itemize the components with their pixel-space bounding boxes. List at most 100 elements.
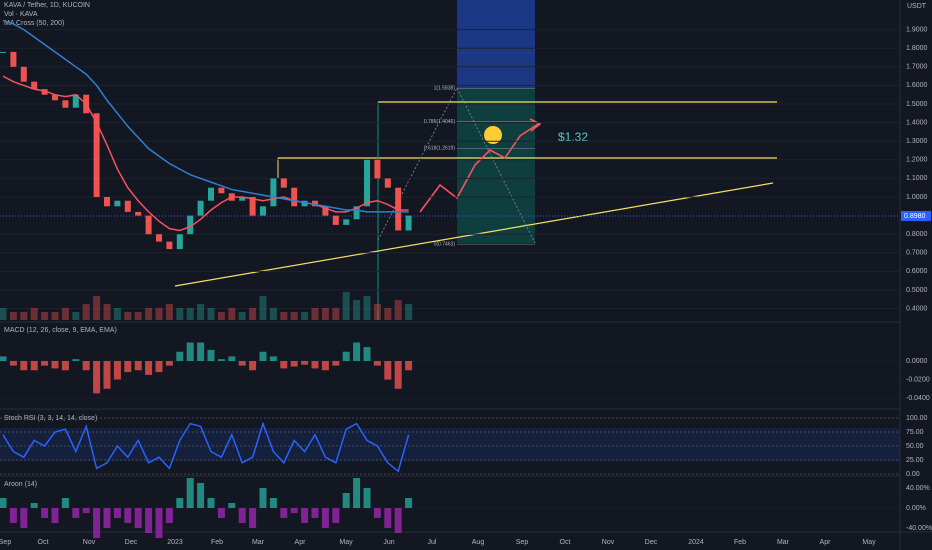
macd-bar bbox=[124, 361, 132, 373]
volume-bar bbox=[373, 304, 381, 320]
ma50-line bbox=[2, 75, 409, 232]
time-tick-label: Aug bbox=[472, 539, 485, 546]
aroon-bar bbox=[290, 508, 298, 513]
fib-guide bbox=[456, 87, 536, 244]
aroon-bar bbox=[394, 508, 402, 533]
macd-bar bbox=[30, 361, 38, 371]
aroon-bar bbox=[30, 503, 38, 508]
aroon-bar bbox=[61, 498, 69, 508]
target-zone bbox=[457, 0, 535, 88]
candle bbox=[374, 159, 381, 179]
macd-bar bbox=[342, 351, 350, 361]
time-tick-label: Mar bbox=[777, 539, 790, 546]
macd-bar bbox=[259, 351, 267, 361]
candle bbox=[405, 215, 412, 231]
time-tick-label: Nov bbox=[602, 539, 615, 546]
price-tick-label: 1.2000 bbox=[906, 157, 928, 164]
candle bbox=[72, 94, 79, 108]
macd-bar bbox=[165, 361, 173, 366]
volume-bar bbox=[259, 296, 267, 320]
price-tick-label: 0.6000 bbox=[906, 268, 928, 275]
aroon-bar bbox=[321, 508, 329, 528]
candle bbox=[249, 197, 256, 216]
candle bbox=[104, 197, 110, 207]
volume-bar bbox=[217, 312, 225, 320]
macd-bar bbox=[20, 361, 28, 371]
volume-bar bbox=[82, 304, 90, 320]
macd-bar bbox=[145, 361, 153, 375]
aroon-bar bbox=[373, 508, 381, 518]
aroon-bar bbox=[353, 478, 361, 508]
macd-bar bbox=[217, 359, 225, 361]
volume-bar bbox=[103, 304, 111, 320]
candle bbox=[353, 206, 360, 220]
fib-label: 0.786(1.4046) bbox=[424, 119, 455, 125]
macd-bar bbox=[197, 342, 205, 361]
price-tick-label: 0.8000 bbox=[906, 231, 928, 238]
volume-bar bbox=[51, 312, 59, 320]
candle bbox=[114, 200, 121, 207]
volume-bar bbox=[0, 308, 7, 320]
aroon-bar bbox=[269, 498, 277, 508]
volume-bar bbox=[228, 308, 236, 320]
stoch-tick-label: 25.00 bbox=[906, 457, 924, 464]
aroon-bar bbox=[280, 508, 288, 518]
macd-tick-label: 0.0000 bbox=[906, 358, 928, 365]
candle bbox=[135, 211, 142, 216]
candle bbox=[343, 219, 350, 225]
aroon-bar bbox=[20, 508, 28, 528]
candle bbox=[208, 187, 214, 201]
price-tick-label: 1.1000 bbox=[906, 175, 928, 182]
stoch-band bbox=[0, 428, 900, 461]
aroon-bar bbox=[332, 508, 340, 523]
volume-bar bbox=[113, 308, 121, 320]
volume-bar bbox=[197, 304, 205, 320]
volume-bar bbox=[186, 308, 194, 320]
time-tick-label: Jun bbox=[383, 539, 394, 546]
aroon-bar bbox=[93, 508, 101, 538]
stoch-tick-label: 50.00 bbox=[906, 443, 924, 450]
stoch-line bbox=[2, 421, 410, 473]
volume-bar bbox=[124, 312, 132, 320]
aroon-bar bbox=[311, 508, 319, 518]
candle bbox=[187, 215, 194, 235]
time-tick-label: May bbox=[339, 539, 353, 546]
candle bbox=[312, 200, 318, 207]
volume-bar bbox=[41, 312, 49, 320]
macd-bar bbox=[41, 361, 49, 366]
candle bbox=[260, 206, 266, 216]
aroon-bar bbox=[197, 483, 205, 508]
volume-bar bbox=[93, 296, 101, 320]
macd-bar bbox=[280, 361, 288, 369]
price-tick-label: 1.9000 bbox=[906, 26, 928, 33]
macd-bar bbox=[290, 361, 298, 367]
volume-bar bbox=[353, 300, 361, 320]
time-tick-label: Apr bbox=[820, 539, 832, 546]
time-tick-label: Nov bbox=[83, 539, 96, 546]
aroon-bar bbox=[41, 508, 49, 518]
candle bbox=[31, 81, 38, 90]
macd-tick-label: -0.0400 bbox=[906, 395, 930, 402]
emoji bbox=[484, 126, 502, 144]
time-tick-label: Oct bbox=[560, 539, 571, 546]
aroon-bar bbox=[155, 508, 163, 538]
current-price-box bbox=[901, 210, 931, 221]
macd-bar bbox=[353, 342, 361, 361]
aroon-bar bbox=[9, 508, 17, 523]
macd-bar bbox=[72, 359, 80, 361]
price-tick-label: 1.4000 bbox=[906, 119, 928, 126]
candle bbox=[322, 206, 329, 216]
aroon-tick-label: -40.00% bbox=[906, 525, 932, 532]
candle bbox=[176, 234, 183, 250]
aroon-bar bbox=[82, 508, 90, 513]
macd-bar bbox=[186, 342, 194, 361]
price-tick-label: 1.8000 bbox=[906, 45, 928, 52]
aroon-bar bbox=[51, 508, 59, 523]
time-tick-label: Oct bbox=[38, 539, 49, 546]
macd-bar bbox=[61, 361, 69, 371]
currency: USDT bbox=[907, 3, 927, 10]
macd-bar bbox=[228, 356, 236, 361]
volume-bar bbox=[20, 312, 28, 320]
ma200-line bbox=[2, 19, 409, 213]
